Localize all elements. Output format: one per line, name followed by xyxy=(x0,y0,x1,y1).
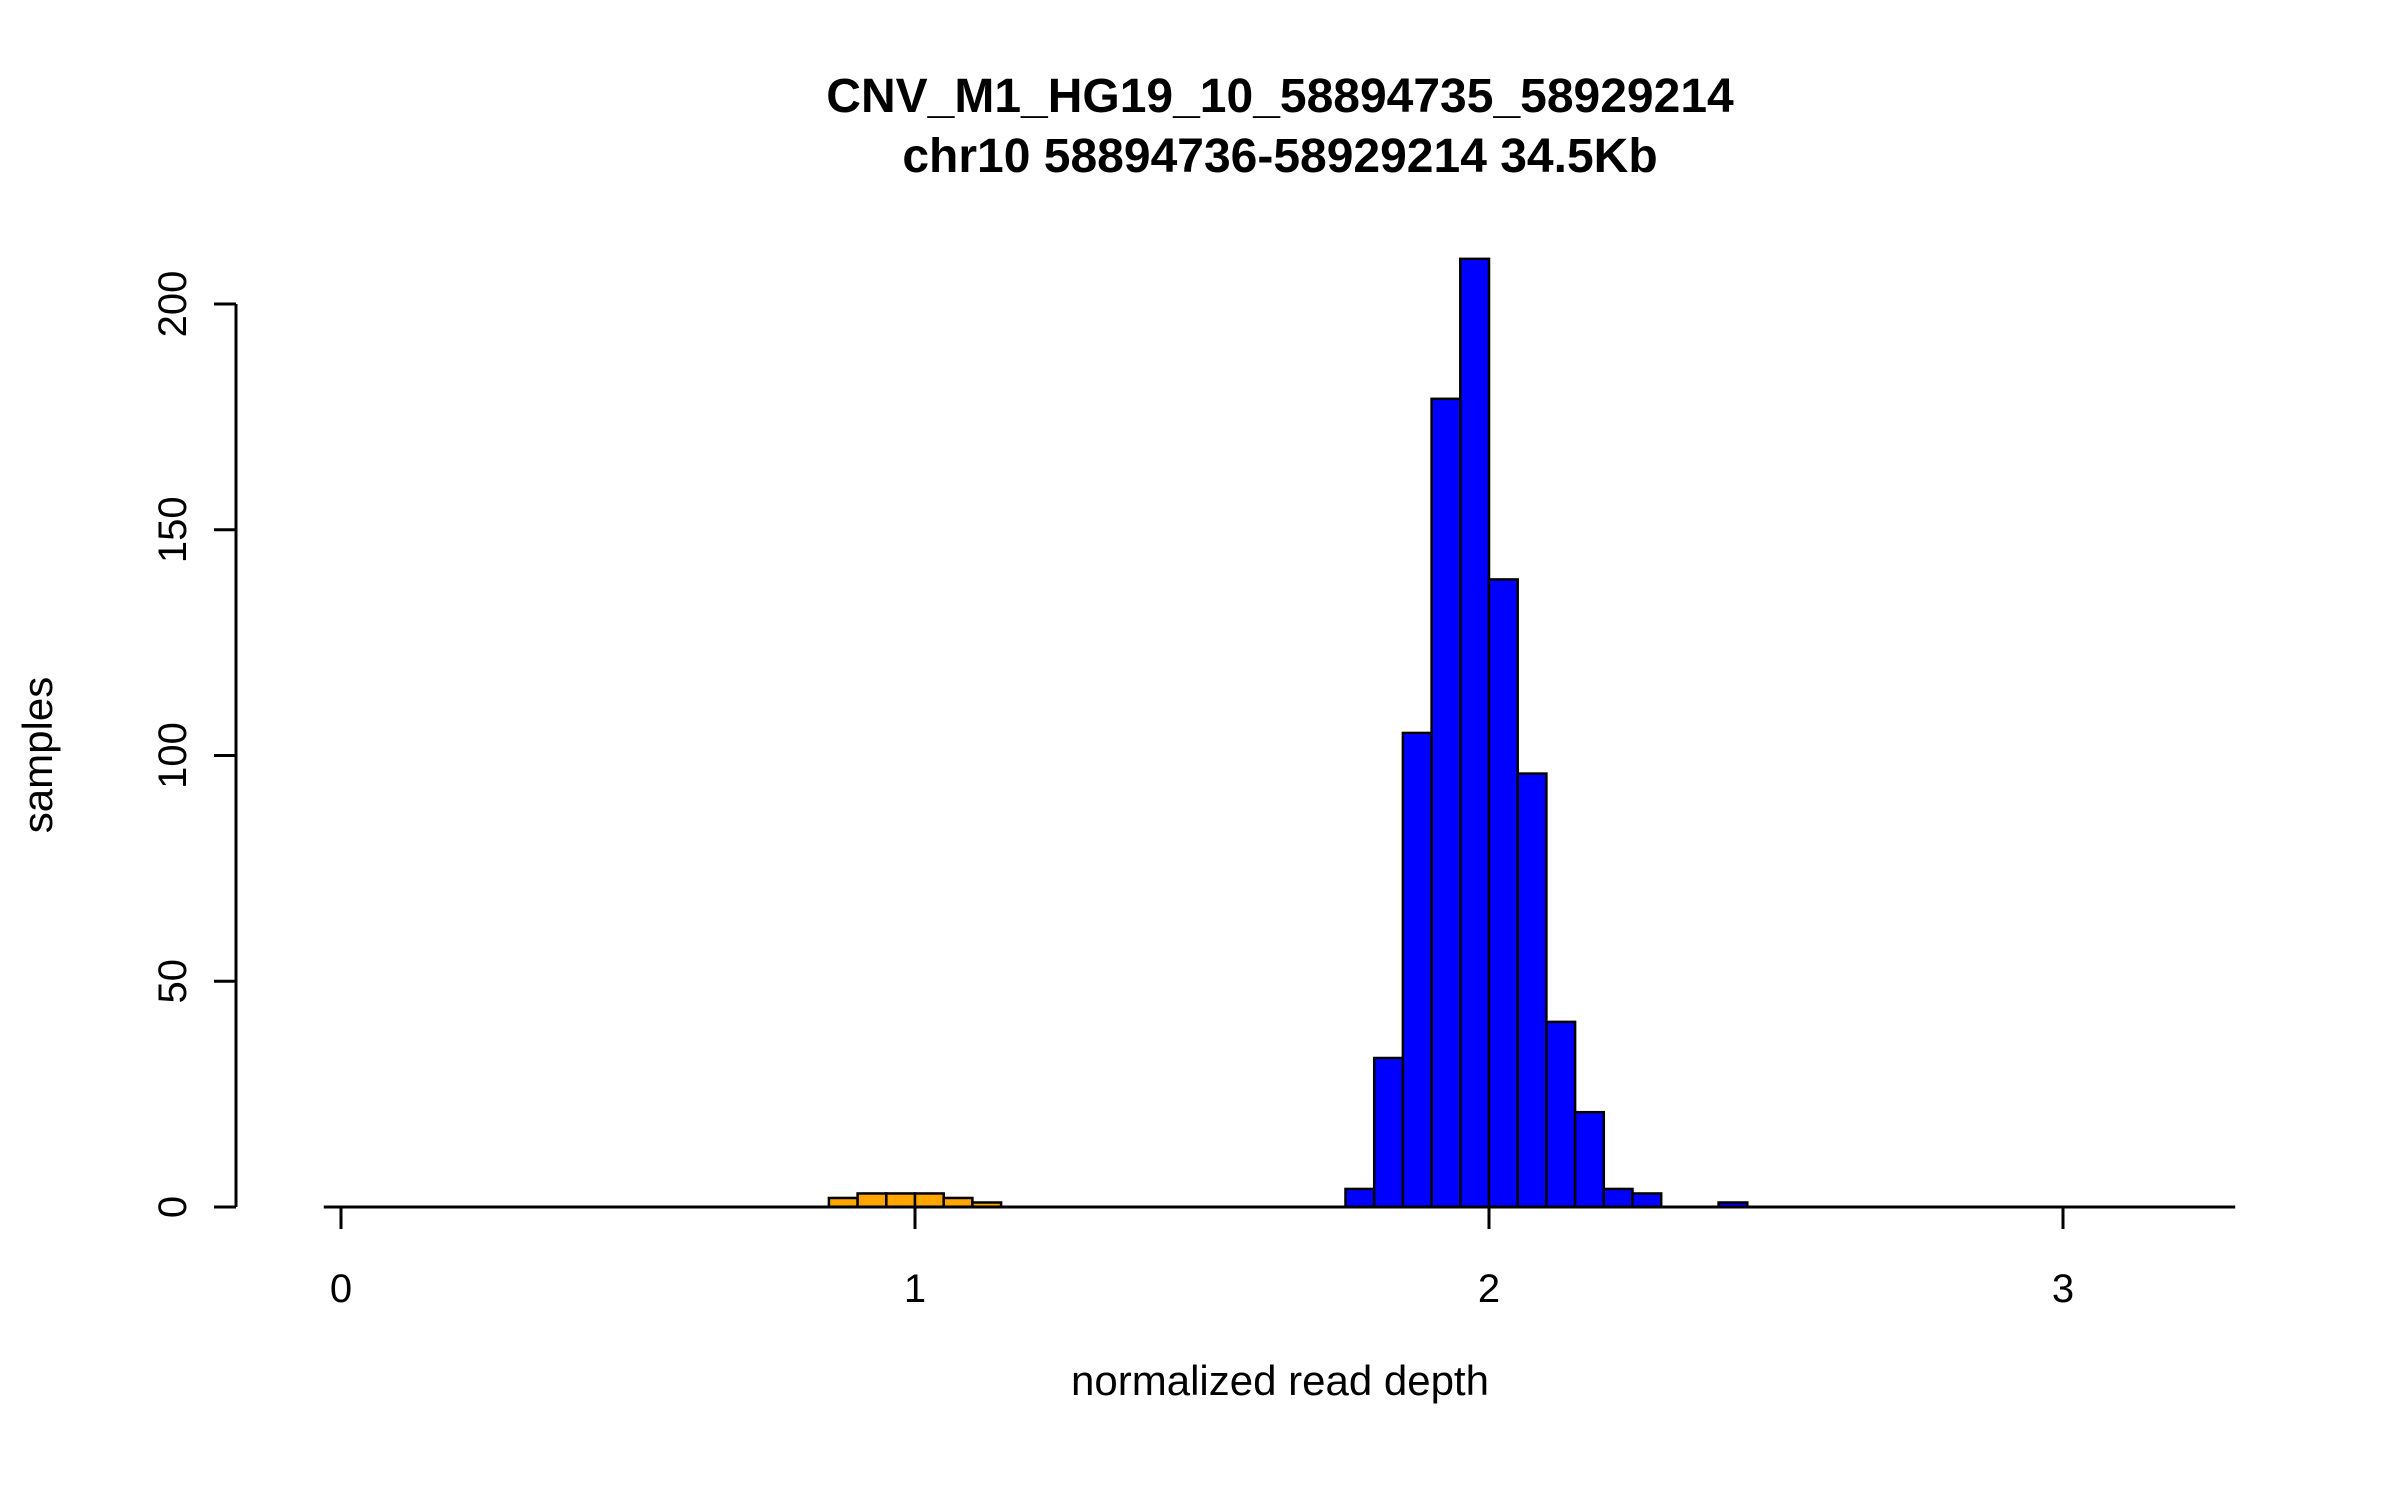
histogram-bars-layer xyxy=(827,257,1749,1209)
histogram-bar-deletion-cluster xyxy=(856,1192,888,1209)
chart-subtitle: chr10 58894736-58929214 34.5Kb xyxy=(902,130,1657,183)
histogram-bar-deletion-cluster xyxy=(885,1192,917,1209)
histogram-bar-diploid-cluster xyxy=(1516,772,1548,1209)
histogram-bar-diploid-cluster xyxy=(1459,257,1491,1209)
histogram-bar-diploid-cluster xyxy=(1573,1110,1606,1209)
x-axis-tick-label: 1 xyxy=(904,1267,926,1311)
histogram-bar-diploid-cluster xyxy=(1401,731,1433,1209)
chart-title: CNV_M1_HG19_10_58894735_58929214 xyxy=(826,70,1734,123)
axes-layer: 0 1 2 3 0 50 100 150 200 xyxy=(151,271,2236,1311)
histogram-bar-diploid-cluster xyxy=(1487,578,1519,1209)
histogram-bar-diploid-cluster xyxy=(1631,1192,1663,1209)
histogram-bar-diploid-cluster xyxy=(1372,1056,1405,1209)
y-axis-tick-label: 0 xyxy=(151,1196,195,1218)
y-axis-tick-label: 200 xyxy=(151,271,195,338)
x-axis-tick-label: 0 xyxy=(330,1267,352,1311)
y-axis-tick-label: 150 xyxy=(151,496,195,563)
y-axis-label: samples xyxy=(14,677,61,833)
x-axis-tick-label: 2 xyxy=(1478,1267,1500,1311)
histogram-bar-diploid-cluster xyxy=(1430,397,1462,1209)
histogram-bar-diploid-cluster xyxy=(1545,1020,1577,1209)
y-axis-tick-label: 100 xyxy=(151,722,195,789)
y-axis-tick-label: 50 xyxy=(151,959,195,1004)
histogram-bar-diploid-cluster xyxy=(1602,1187,1634,1209)
histogram-bar-deletion-cluster xyxy=(913,1192,945,1209)
x-axis-label: normalized read depth xyxy=(1071,1357,1489,1404)
x-axis-tick-label: 3 xyxy=(2052,1267,2074,1311)
histogram-bar-diploid-cluster xyxy=(1344,1187,1376,1209)
